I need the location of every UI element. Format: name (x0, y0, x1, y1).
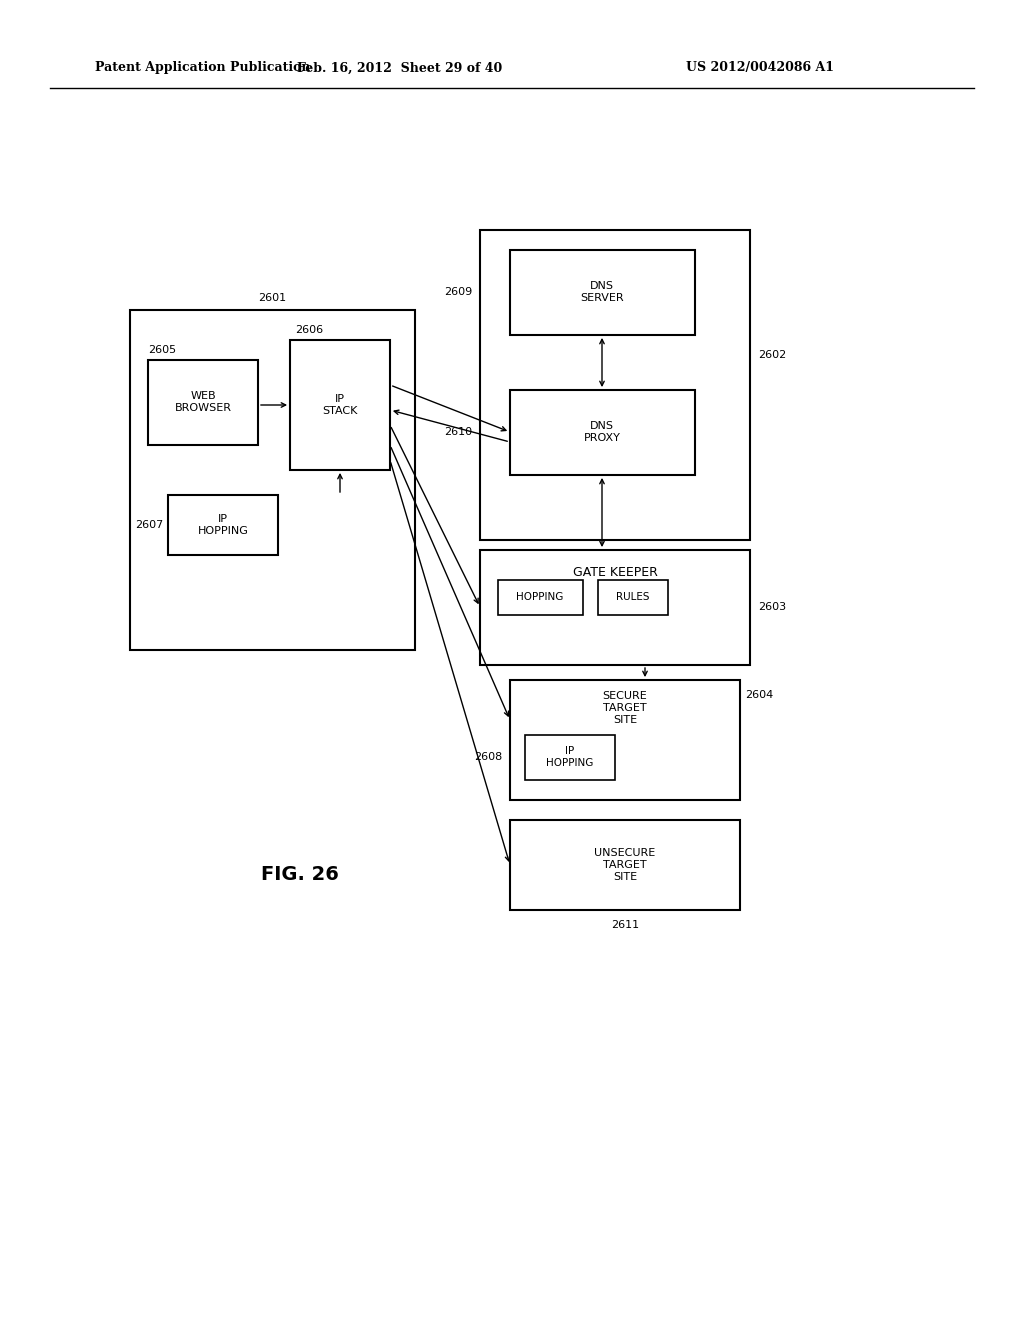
Bar (168, 495, 278, 554)
Text: 2611: 2611 (611, 920, 639, 931)
Text: SECURE
TARGET
SITE: SECURE TARGET SITE (603, 692, 647, 725)
Bar (510, 820, 740, 909)
Text: IP
STACK: IP STACK (323, 395, 357, 416)
Text: 2609: 2609 (443, 286, 472, 297)
Bar (130, 310, 415, 649)
Text: DNS
SERVER: DNS SERVER (581, 281, 624, 302)
Bar (510, 389, 695, 475)
Text: 2605: 2605 (148, 345, 176, 355)
Text: 2606: 2606 (295, 325, 324, 335)
Text: GATE KEEPER: GATE KEEPER (572, 565, 657, 578)
Text: US 2012/0042086 A1: US 2012/0042086 A1 (686, 62, 834, 74)
Text: 2604: 2604 (745, 690, 773, 700)
Text: Feb. 16, 2012  Sheet 29 of 40: Feb. 16, 2012 Sheet 29 of 40 (297, 62, 503, 74)
Text: Patent Application Publication: Patent Application Publication (95, 62, 310, 74)
Text: DNS
PROXY: DNS PROXY (584, 421, 621, 442)
Text: RULES: RULES (616, 591, 650, 602)
Text: 2602: 2602 (758, 350, 786, 360)
Text: IP
HOPPING: IP HOPPING (547, 746, 594, 768)
Text: WEB
BROWSER: WEB BROWSER (174, 391, 231, 413)
Bar (525, 735, 615, 780)
Bar (598, 579, 668, 615)
Text: 2601: 2601 (258, 293, 286, 304)
Bar (498, 579, 583, 615)
Text: 2610: 2610 (443, 426, 472, 437)
Bar (510, 249, 695, 335)
Bar (480, 230, 750, 540)
Text: UNSECURE
TARGET
SITE: UNSECURE TARGET SITE (594, 849, 655, 882)
Bar (480, 550, 750, 665)
Text: HOPPING: HOPPING (516, 591, 563, 602)
Text: IP
HOPPING: IP HOPPING (198, 515, 249, 536)
Text: 2603: 2603 (758, 602, 786, 612)
Bar (290, 341, 390, 470)
Text: FIG. 26: FIG. 26 (261, 866, 339, 884)
Bar (148, 360, 258, 445)
Text: 2607: 2607 (135, 520, 163, 531)
Bar (510, 680, 740, 800)
Text: 2608: 2608 (474, 752, 502, 762)
